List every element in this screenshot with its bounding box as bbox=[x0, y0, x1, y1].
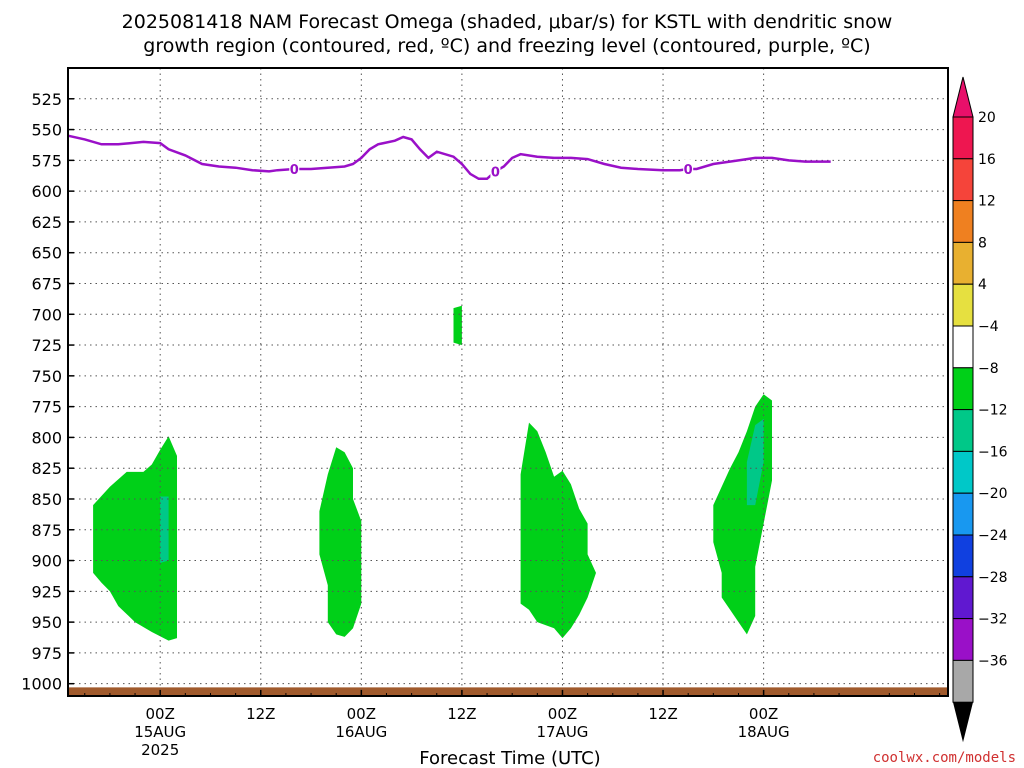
freezing-label-bg-2 bbox=[683, 159, 694, 176]
freezing-label-bg-0 bbox=[289, 159, 300, 176]
y-tick-label-16: 925 bbox=[31, 582, 62, 601]
omega-region-1-1 bbox=[746, 418, 764, 506]
credit-text: coolwx.com/models bbox=[873, 750, 1016, 766]
y-tick-label-0: 525 bbox=[31, 90, 62, 109]
colorbar-swatch-2 bbox=[952, 200, 974, 243]
x-axis-label: Forecast Time (UTC) bbox=[419, 748, 600, 768]
x-tick-label-3: 12Z bbox=[447, 705, 476, 723]
freezing-label-bg-1 bbox=[490, 162, 501, 179]
x-tick-label-0: 00Z bbox=[146, 705, 175, 723]
colorbar-label-10: −24 bbox=[978, 528, 1008, 544]
omega-region-0-3 bbox=[520, 422, 596, 639]
y-tick-label-14: 875 bbox=[31, 521, 62, 540]
colorbar-label-2: 12 bbox=[978, 194, 996, 210]
y-tick-label-17: 950 bbox=[31, 613, 62, 632]
colorbar-swatch-10 bbox=[952, 534, 974, 578]
y-tick-label-12: 825 bbox=[31, 459, 62, 478]
colorbar-swatch-7 bbox=[952, 409, 974, 452]
colorbar: 20 16 12 8 4 −4 −8 −12 −16 −20 −24 −28 −32 −36 bbox=[952, 76, 1008, 743]
ground-terrain bbox=[68, 687, 948, 696]
y-tick-label-10: 775 bbox=[31, 398, 62, 417]
x-tick-date-4: 17AUG bbox=[536, 723, 588, 741]
y-tick-label-15: 900 bbox=[31, 552, 62, 571]
plot-frame bbox=[67, 67, 949, 697]
colorbar-label-7: −12 bbox=[978, 403, 1008, 419]
colorbar-label-0: 20 bbox=[978, 110, 996, 126]
colorbar-swatch-1 bbox=[952, 158, 974, 202]
omega-shaded-regions bbox=[68, 305, 948, 696]
y-tick-label-11: 800 bbox=[31, 428, 62, 447]
colorbar-label-9: −20 bbox=[978, 486, 1008, 502]
freezing-level-label-2: 0 bbox=[684, 163, 693, 178]
freezing-level-contour: 0 0 0 bbox=[67, 134, 831, 181]
y-tick-label-2: 575 bbox=[31, 151, 62, 170]
colorbar-label-5: −4 bbox=[978, 319, 999, 335]
grid-lines bbox=[68, 68, 948, 696]
x-tick-date-0: 15AUG bbox=[134, 723, 186, 741]
x-tick-label-2: 00Z bbox=[347, 705, 376, 723]
y-tick-label-1: 550 bbox=[31, 121, 62, 140]
colorbar-swatch-6 bbox=[952, 367, 974, 411]
y-tick-label-19: 1000 bbox=[21, 675, 62, 694]
omega-region-0-2 bbox=[453, 305, 462, 346]
y-tick-label-5: 650 bbox=[31, 244, 62, 263]
colorbar-swatch-13 bbox=[952, 659, 974, 703]
x-tick-label-4: 00Z bbox=[548, 705, 577, 723]
y-tick-label-7: 700 bbox=[31, 305, 62, 324]
colorbar-label-4: 4 bbox=[978, 277, 987, 293]
y-tick-label-8: 725 bbox=[31, 336, 62, 355]
colorbar-swatch-11 bbox=[952, 576, 974, 620]
x-tick-date-6: 18AUG bbox=[738, 723, 790, 741]
colorbar-swatch-12 bbox=[952, 618, 974, 661]
y-tick-label-9: 750 bbox=[31, 367, 62, 386]
colorbar-swatch-9 bbox=[952, 492, 974, 536]
colorbar-label-13: −36 bbox=[978, 653, 1008, 669]
colorbar-label-11: −28 bbox=[978, 570, 1008, 586]
colorbar-label-12: −32 bbox=[978, 612, 1008, 628]
omega-region-0-1 bbox=[319, 447, 362, 637]
omega-region-1-0 bbox=[160, 496, 169, 563]
colorbar-swatch-4 bbox=[952, 283, 974, 327]
colorbar-swatch-8 bbox=[952, 450, 974, 494]
colorbar-label-8: −16 bbox=[978, 444, 1008, 460]
x-tick-date-2: 16AUG bbox=[335, 723, 387, 741]
chart-title-line2: growth region (contoured, red, ºC) and f… bbox=[143, 35, 870, 57]
colorbar-swatch-5 bbox=[952, 325, 974, 369]
colorbar-label-1: 16 bbox=[978, 152, 996, 168]
colorbar-swatch-3 bbox=[952, 241, 974, 285]
colorbar-bottom-arrow bbox=[953, 702, 973, 743]
omega-region-0-0 bbox=[93, 436, 177, 641]
x-tick-year-0: 2025 bbox=[141, 741, 179, 759]
freezing-level-label-0: 0 bbox=[290, 163, 299, 178]
x-tick-label-5: 12Z bbox=[648, 705, 677, 723]
colorbar-swatch-0 bbox=[952, 116, 974, 160]
y-tick-label-4: 625 bbox=[31, 213, 62, 232]
freezing-level-line bbox=[67, 134, 831, 181]
colorbar-top-arrow bbox=[952, 76, 974, 118]
chart-title-line1: 2025081418 NAM Forecast Omega (shaded, μ… bbox=[122, 11, 893, 33]
x-tick-label-1: 12Z bbox=[246, 705, 275, 723]
y-axis-ticks: 525 550 575 600 625 650 675 700 725 750 775 800 825 8… bbox=[21, 90, 74, 694]
y-tick-label-3: 600 bbox=[31, 182, 62, 201]
y-tick-label-13: 850 bbox=[31, 490, 62, 509]
colorbar-label-3: 8 bbox=[978, 235, 987, 251]
colorbar-label-6: −8 bbox=[978, 361, 999, 377]
freezing-level-label-1: 0 bbox=[491, 165, 500, 180]
y-tick-label-18: 975 bbox=[31, 644, 62, 663]
x-tick-label-6: 00Z bbox=[749, 705, 778, 723]
y-tick-label-6: 675 bbox=[31, 274, 62, 293]
